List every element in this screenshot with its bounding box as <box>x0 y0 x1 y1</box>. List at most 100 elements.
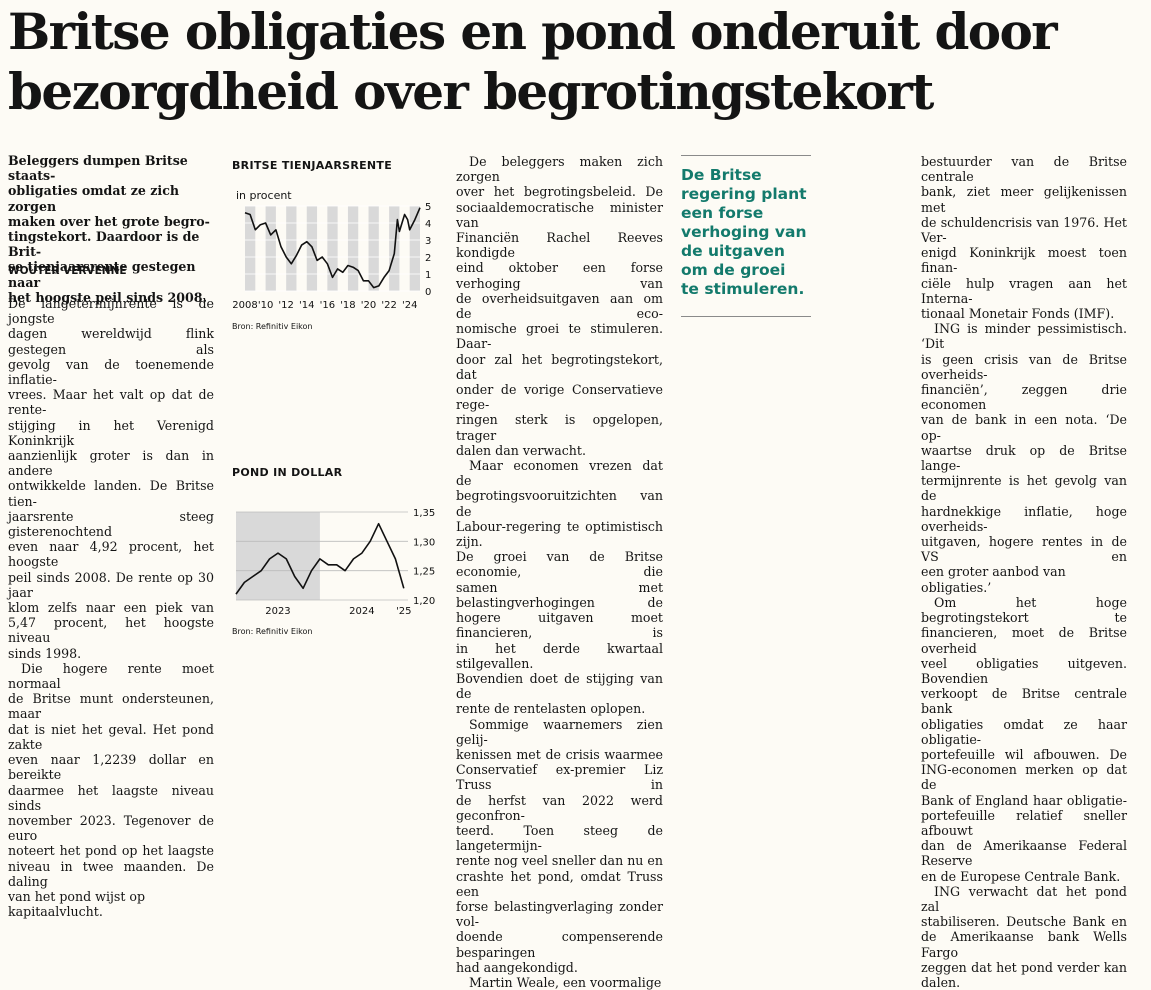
text-line: De groei van de Britse economie, die <box>456 549 663 580</box>
text-line: Om het hoge begrotingstekort te <box>921 594 1127 626</box>
text-line: kenissen met de crisis waarmee <box>456 746 663 762</box>
lead-line: obligaties omdat ze zich zorgen <box>8 183 180 214</box>
bond-yield-chart: 5 4 3 2 1 0 2008'10 '12 '14 '16 '18 '20 '22 '24 <box>232 202 431 311</box>
text-line: begrotingsvooruitzichten van de <box>456 488 663 519</box>
y-tick-label: 1,30 <box>413 537 435 548</box>
text-line: Martin Weale, een voormalige <box>469 974 662 990</box>
chart-source: Bron: Refinitiv Eikon <box>232 322 313 331</box>
text-line: ringen sterk is opgelopen, trager <box>456 412 663 443</box>
text-line: ontwikkelde landen. De Britse tien- <box>8 478 214 509</box>
quote-line: om de groei <box>681 261 786 279</box>
article-paragraph: De beleggers maken zich zorgen over het b… <box>456 154 663 458</box>
lead-line: het hoogste peil sinds 2008. <box>8 289 207 305</box>
text-line: Conservatief ex-premier Liz Truss in <box>456 762 663 793</box>
article-paragraph: Sommige waarnemers zien gelij-kenissen m… <box>456 717 663 975</box>
x-tick-label: '25 <box>396 606 411 617</box>
text-line: ING is minder pessimistisch. ‘Dit <box>921 321 1127 352</box>
text-line: de schuldencrisis van 1976. Het Ver- <box>921 214 1127 246</box>
text-line: doende compenserende besparingen <box>456 929 663 960</box>
year-band <box>347 206 359 291</box>
y-tick-label: 3 <box>425 236 431 247</box>
text-line: financiën’, zeggen drie economen <box>921 382 1127 413</box>
text-line: De beleggers maken zich zorgen <box>456 154 663 185</box>
text-line: Financiën Rachel Reeves kondigde <box>456 230 663 261</box>
text-line: door zal het begrotingstekort, dat <box>456 351 663 382</box>
pound-dollar-chart: 1,35 1,30 1,25 1,20 2023 2024 '25 <box>235 508 435 617</box>
text-line: van de bank in een nota. ‘De op- <box>921 412 1127 443</box>
text-line: bank, ziet meer gelijkenissen met <box>921 184 1127 215</box>
x-tick-label: '14 <box>299 300 314 311</box>
x-tick-label: '10 <box>258 300 273 311</box>
article-column-2: De beleggers maken zich zorgen over het b… <box>456 154 663 990</box>
text-line: termijnrente is het gevolg van de <box>921 473 1127 504</box>
text-line: tionaal Monetair Fonds (IMF). <box>921 306 1115 322</box>
y-tick-label: 1 <box>425 270 431 281</box>
y-tick-label: 5 <box>425 202 431 213</box>
text-line: stabiliseren. Deutsche Bank en <box>921 914 1127 930</box>
article-paragraph: Om het hoge begrotingstekort te financier… <box>921 595 1127 884</box>
text-line: even naar 4,92 procent, het hoogste <box>8 539 214 570</box>
series-line <box>235 522 405 595</box>
text-line: noteert het pond op het laagste <box>8 843 214 859</box>
headline-line-1: Britse obligaties en pond onderuit door <box>8 2 1058 61</box>
text-line: sinds 1998. <box>8 645 82 661</box>
quote-line: te stimuleren. <box>681 280 805 298</box>
text-line: Bovendien doet de stijging van de <box>456 670 663 702</box>
text-line: de Amerikaanse bank Wells Fargo <box>921 929 1127 960</box>
y-tick-label: 1,20 <box>413 596 435 607</box>
article-column-1: De langetermijnrente is de jongste dagen … <box>8 296 214 919</box>
text-line: dat is niet het geval. Het pond zakte <box>8 721 214 752</box>
x-tick-label: '18 <box>340 300 355 311</box>
text-line: de herfst van 2022 werd geconfron- <box>456 792 663 823</box>
y-tick-label: 0 <box>425 287 431 298</box>
text-line: hogere uitgaven moet financieren, is <box>456 610 663 641</box>
text-line: een groter aanbod van obligaties.’ <box>921 564 1066 595</box>
text-line: bestuurder van de Britse centrale <box>921 154 1127 185</box>
text-line: de Britse munt ondersteunen, maar <box>8 691 214 722</box>
text-line: van het pond wijst op kapitaalvlucht. <box>8 888 146 920</box>
chart-source: Bron: Refinitiv Eikon <box>232 627 313 636</box>
y-tick-label: 1,35 <box>413 508 435 519</box>
y-tick-label: 4 <box>425 219 431 230</box>
year-band <box>409 206 420 291</box>
pull-quote: De Britse regering plant een forse verho… <box>681 166 811 299</box>
text-line: portefeuille wil afbouwen. De <box>921 746 1127 762</box>
article-column-4: bestuurder van de Britse centrale bank, z… <box>921 154 1127 990</box>
text-line: in het derde kwartaal stilgevallen. <box>456 640 663 671</box>
text-line: vrees. Maar het valt op dat de rente- <box>8 387 214 418</box>
text-line: Sommige waarnemers zien gelij- <box>456 716 663 747</box>
text-line: obligaties omdat ze haar obligatie- <box>921 716 1127 747</box>
text-line: dagen wereldwijd flink gestegen als <box>8 326 214 357</box>
year-band <box>245 206 256 291</box>
x-tick-label: 2024 <box>349 606 374 617</box>
lead-paragraph: Beleggers dumpen Britse staats- obligati… <box>8 153 214 305</box>
headline: Britse obligaties en pond onderuit door … <box>8 2 1148 122</box>
text-line: teerd. Toen steeg de langetermijn- <box>456 822 663 854</box>
quote-line: de uitgaven <box>681 242 785 260</box>
year-band <box>236 512 320 600</box>
text-line: forse belastingverlaging zonder vol- <box>456 898 663 930</box>
year-band <box>327 206 338 291</box>
article-paragraph: ING verwacht dat het pond zal stabilisere… <box>921 884 1127 990</box>
text-line: ciële hulp vragen aan het Interna- <box>921 275 1127 306</box>
lead-line: se tienjaarsrente gestegen naar <box>8 259 196 290</box>
text-line: veel obligaties uitgeven. Bovendien <box>921 655 1127 686</box>
text-line: verkoopt de Britse centrale bank <box>921 686 1127 717</box>
text-line: is geen crisis van de Britse overheids- <box>921 351 1127 382</box>
quote-rule-top <box>681 155 811 156</box>
x-tick-label: '22 <box>381 300 396 311</box>
text-line: had aangekondigd. <box>456 959 578 975</box>
year-band <box>286 206 297 291</box>
text-line: hardnekkige inflatie, hoge overheids- <box>921 503 1127 534</box>
text-line: samen met belastingverhogingen de <box>456 579 663 610</box>
series-line <box>244 207 421 289</box>
text-line: crashte het pond, omdat Truss een <box>456 868 663 899</box>
text-line: uitgaven, hogere rentes in de VS en <box>921 534 1127 565</box>
text-line: de overheidsuitgaven aan om de eco- <box>456 290 663 322</box>
lead-line: Beleggers dumpen Britse staats- <box>8 153 188 184</box>
text-line: november 2023. Tegenover de euro <box>8 812 214 844</box>
x-tick-label: 2008 <box>232 300 257 311</box>
text-line: gevolg van de toenemende inflatie- <box>8 356 214 388</box>
text-line: en de Europese Centrale Bank. <box>921 868 1121 884</box>
x-tick-label: '20 <box>361 300 376 311</box>
